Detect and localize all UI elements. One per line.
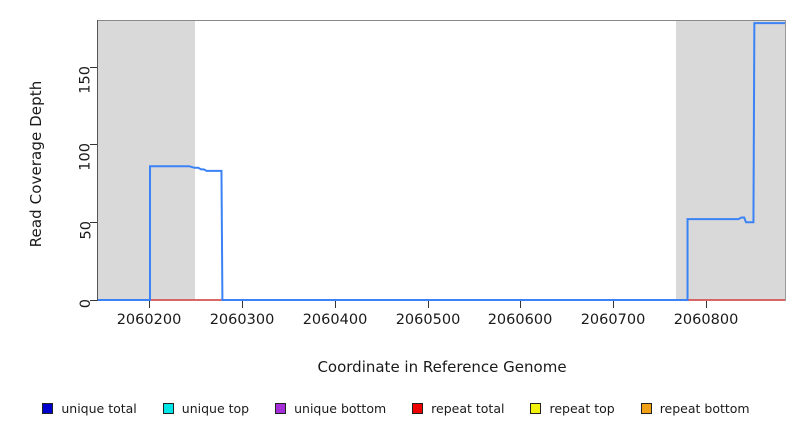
legend-item[interactable]: unique top: [162, 400, 250, 416]
y-axis-title: Read Coverage Depth: [27, 80, 45, 248]
x-axis-tick: [520, 301, 521, 308]
y-axis-tick-label: 0: [78, 299, 94, 309]
legend-swatch-icon: [42, 402, 54, 414]
x-axis-tick: [706, 301, 707, 308]
legend-label: unique top: [181, 400, 250, 416]
y-axis-tick: [90, 222, 97, 223]
y-axis-tick: [90, 300, 97, 301]
x-axis-tick-label: 2060300: [209, 312, 275, 328]
x-axis-tick-label: 2060200: [116, 312, 182, 328]
x-axis-tick-label: 2060800: [673, 312, 739, 328]
y-axis-tick: [90, 144, 97, 145]
legend-label: repeat bottom: [659, 400, 750, 416]
x-axis-tick-label: 2060400: [302, 312, 368, 328]
legend-item[interactable]: repeat top: [530, 400, 615, 416]
legend-swatch-icon: [412, 402, 424, 414]
legend-swatch-icon: [530, 402, 542, 414]
chart-legend: unique total unique top unique bottom repea…: [0, 398, 792, 418]
legend-item[interactable]: repeat bottom: [640, 400, 750, 416]
x-axis-tick: [428, 301, 429, 308]
legend-item[interactable]: unique bottom: [275, 401, 386, 416]
legend-swatch-icon: [640, 402, 652, 414]
y-axis-tick-label: 50: [78, 221, 94, 240]
x-axis-tick: [242, 301, 243, 308]
x-axis-tick: [335, 301, 336, 308]
plot-border-top: [98, 20, 786, 21]
plot-border-left: [97, 20, 98, 301]
plot-border-right: [785, 20, 786, 301]
x-axis-tick: [613, 301, 614, 308]
legend-label: unique bottom: [294, 400, 387, 416]
legend-item[interactable]: repeat total: [412, 401, 504, 416]
x-axis-tick: [149, 301, 150, 308]
shaded-region: [98, 20, 195, 300]
legend-item[interactable]: unique total: [42, 400, 137, 416]
x-axis-title: Coordinate in Reference Genome: [317, 358, 567, 376]
legend-label: repeat top: [549, 400, 615, 416]
legend-swatch-icon: [162, 402, 174, 414]
y-axis-tick-label: 150: [78, 66, 94, 94]
x-axis-tick-label: 2060500: [395, 312, 461, 328]
x-axis-tick-label: 2060600: [487, 312, 553, 328]
legend-label: unique total: [61, 400, 137, 416]
shaded-region: [676, 20, 785, 300]
y-axis-tick-label: 100: [78, 143, 94, 171]
legend-swatch-icon: [275, 402, 287, 414]
y-axis-tick: [90, 67, 97, 68]
legend-label: repeat total: [431, 400, 505, 416]
x-axis-tick-label: 2060700: [580, 312, 646, 328]
